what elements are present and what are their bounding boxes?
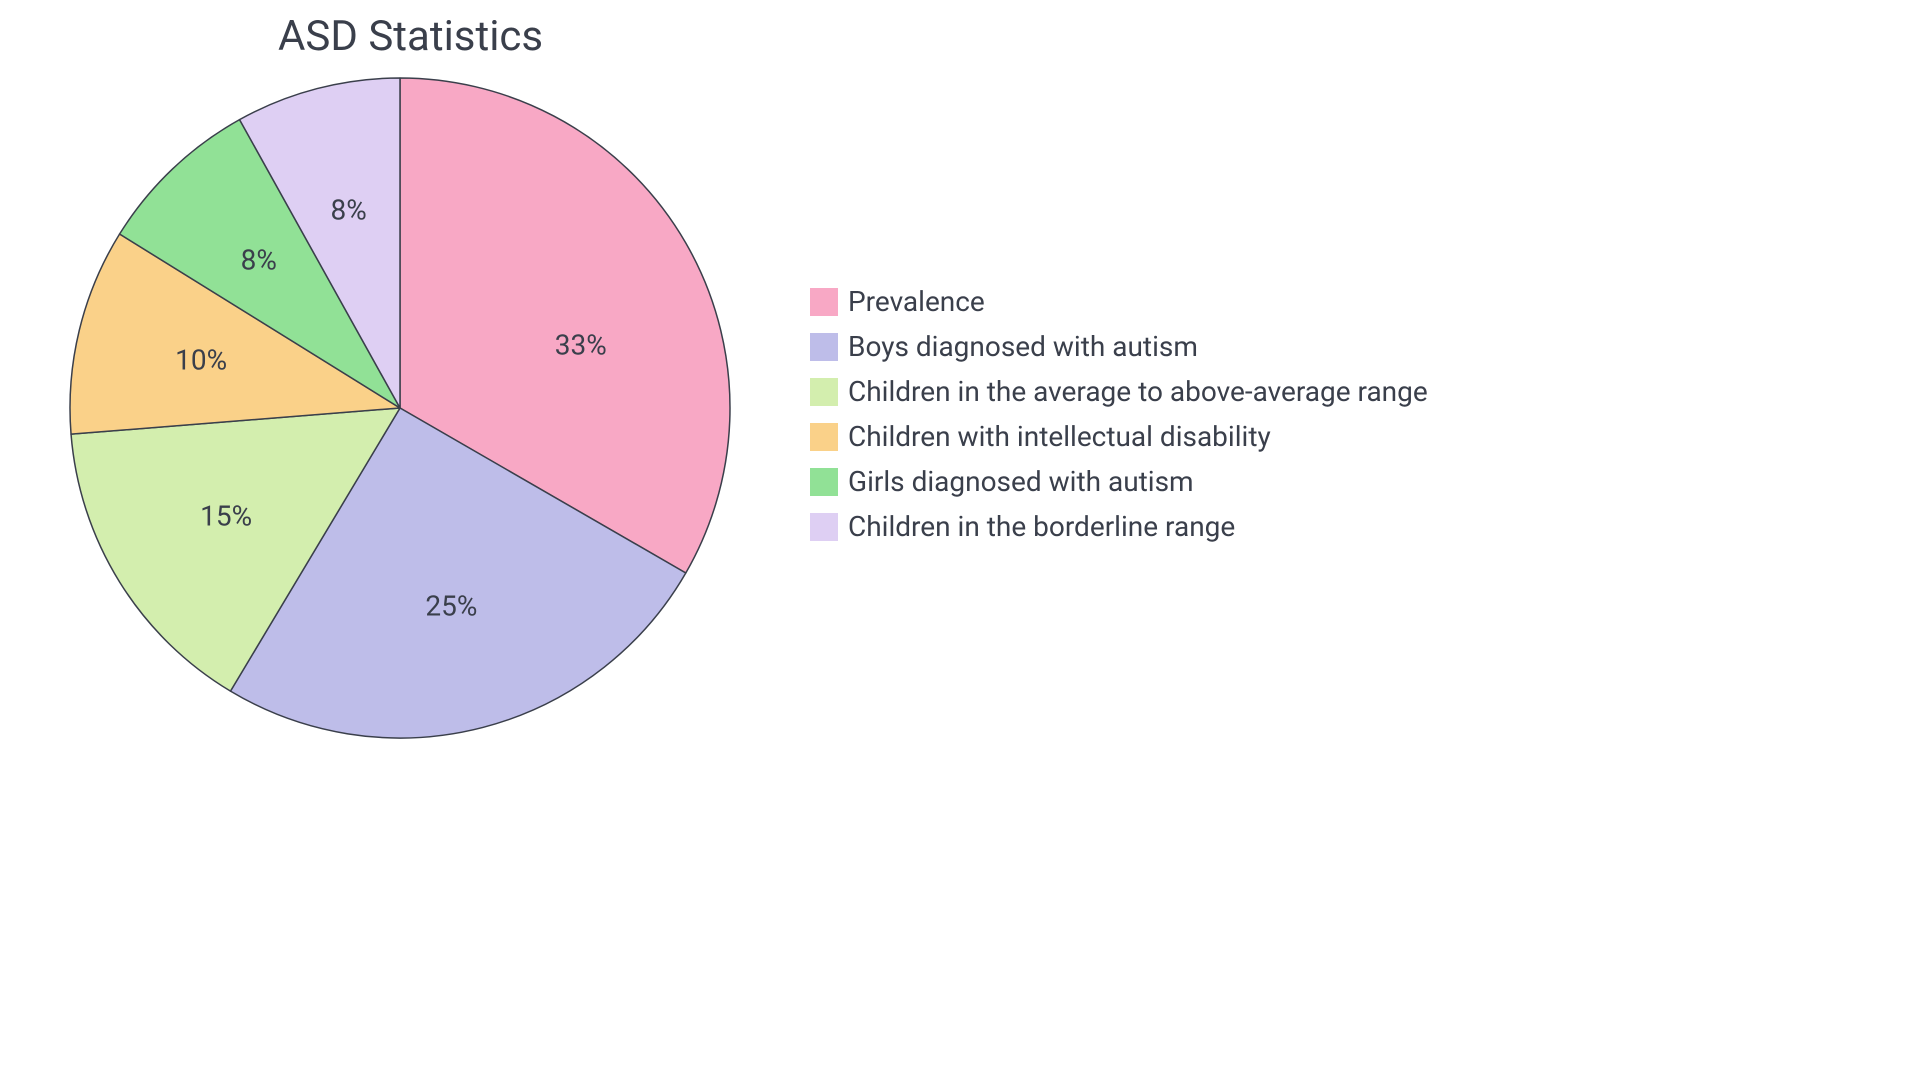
slice-percent-label: 25% (425, 590, 477, 623)
legend-label: Girls diagnosed with autism (848, 465, 1194, 498)
legend-swatch (810, 378, 838, 406)
legend-swatch (810, 468, 838, 496)
legend-item: Girls diagnosed with autism (810, 465, 1428, 498)
legend-item: Boys diagnosed with autism (810, 330, 1428, 363)
legend-item: Children with intellectual disability (810, 420, 1428, 453)
pie-chart (0, 0, 734, 742)
legend-item: Children in the average to above-average… (810, 375, 1428, 408)
legend-item: Prevalence (810, 285, 1428, 318)
legend-swatch (810, 333, 838, 361)
legend-swatch (810, 423, 838, 451)
slice-percent-label: 33% (555, 329, 607, 362)
legend: Prevalence Boys diagnosed with autism Chil… (810, 285, 1428, 543)
legend-swatch (810, 288, 838, 316)
slice-percent-label: 8% (241, 243, 277, 276)
slice-percent-label: 10% (175, 343, 227, 376)
chart-container: ASD Statistics PrevalenceBoys diagnosed … (0, 0, 1920, 1080)
slice-percent-label: 8% (330, 193, 366, 226)
legend-label: Prevalence (848, 285, 985, 318)
legend-swatch (810, 513, 838, 541)
legend-label: Children with intellectual disability (848, 420, 1271, 453)
slice-percent-label: 15% (200, 499, 252, 532)
legend-item: Children in the borderline range (810, 510, 1428, 543)
legend-label: Boys diagnosed with autism (848, 330, 1198, 363)
legend-label: Children in the average to above-average… (848, 375, 1428, 408)
legend-label: Children in the borderline range (848, 510, 1235, 543)
